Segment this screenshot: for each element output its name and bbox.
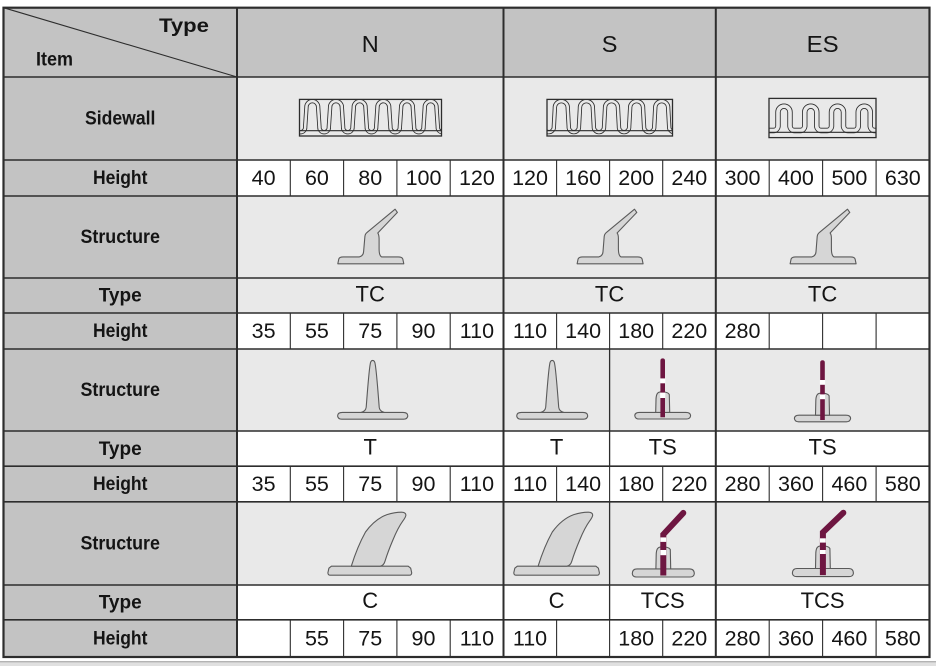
svg-text:110: 110 — [460, 319, 494, 343]
svg-text:220: 220 — [671, 626, 707, 650]
svg-text:Type: Type — [99, 592, 142, 614]
svg-text:ES: ES — [807, 31, 839, 57]
svg-text:110: 110 — [513, 319, 547, 343]
svg-text:75: 75 — [358, 472, 382, 496]
svg-text:580: 580 — [885, 472, 921, 496]
svg-text:Sidewall: Sidewall — [85, 108, 156, 130]
svg-text:110: 110 — [460, 472, 494, 496]
svg-text:100: 100 — [406, 166, 442, 190]
svg-text:Type: Type — [99, 285, 142, 307]
svg-text:Type: Type — [159, 15, 209, 37]
svg-text:TS: TS — [809, 434, 837, 459]
svg-text:N: N — [362, 31, 379, 57]
svg-text:110: 110 — [460, 626, 494, 650]
svg-text:35: 35 — [252, 319, 276, 343]
svg-text:T: T — [363, 434, 376, 459]
svg-text:55: 55 — [305, 319, 329, 343]
svg-text:Height: Height — [93, 628, 148, 650]
svg-text:TC: TC — [356, 281, 385, 306]
svg-text:180: 180 — [618, 472, 654, 496]
svg-text:S: S — [602, 31, 618, 57]
svg-text:90: 90 — [412, 319, 436, 343]
svg-text:Structure: Structure — [80, 533, 160, 555]
svg-text:Structure: Structure — [80, 379, 160, 401]
svg-text:35: 35 — [252, 472, 276, 496]
svg-text:360: 360 — [778, 472, 814, 496]
svg-text:240: 240 — [671, 166, 707, 190]
svg-text:120: 120 — [512, 166, 548, 190]
svg-text:500: 500 — [831, 166, 867, 190]
svg-text:40: 40 — [252, 166, 276, 190]
svg-text:120: 120 — [459, 166, 495, 190]
svg-text:460: 460 — [831, 472, 867, 496]
svg-text:280: 280 — [725, 319, 761, 343]
svg-text:460: 460 — [831, 626, 867, 650]
svg-text:360: 360 — [778, 626, 814, 650]
svg-text:TC: TC — [808, 281, 837, 306]
svg-text:580: 580 — [885, 626, 921, 650]
svg-text:75: 75 — [358, 319, 382, 343]
svg-text:180: 180 — [618, 626, 654, 650]
svg-text:220: 220 — [671, 472, 707, 496]
svg-text:55: 55 — [305, 472, 329, 496]
svg-text:T: T — [550, 434, 563, 459]
svg-text:60: 60 — [305, 166, 329, 190]
svg-text:160: 160 — [565, 166, 601, 190]
svg-text:110: 110 — [513, 626, 547, 650]
svg-text:Type: Type — [99, 438, 142, 460]
svg-text:200: 200 — [618, 166, 654, 190]
svg-text:280: 280 — [725, 626, 761, 650]
svg-text:300: 300 — [725, 166, 761, 190]
svg-text:C: C — [549, 588, 565, 613]
svg-text:TCS: TCS — [801, 588, 845, 613]
svg-text:55: 55 — [305, 626, 329, 650]
svg-text:Height: Height — [93, 473, 148, 495]
svg-text:75: 75 — [358, 626, 382, 650]
svg-text:Height: Height — [93, 167, 148, 189]
svg-text:630: 630 — [885, 166, 921, 190]
svg-text:110: 110 — [513, 472, 547, 496]
svg-text:140: 140 — [565, 319, 601, 343]
svg-text:90: 90 — [412, 472, 436, 496]
svg-text:Height: Height — [93, 320, 148, 342]
svg-text:TC: TC — [595, 281, 624, 306]
svg-text:220: 220 — [671, 319, 707, 343]
svg-text:90: 90 — [412, 626, 436, 650]
svg-text:Structure: Structure — [80, 226, 160, 248]
svg-text:140: 140 — [565, 472, 601, 496]
svg-text:TCS: TCS — [641, 588, 685, 613]
svg-text:280: 280 — [725, 472, 761, 496]
svg-text:C: C — [362, 588, 378, 613]
svg-text:Item: Item — [36, 48, 73, 70]
svg-text:180: 180 — [618, 319, 654, 343]
svg-text:80: 80 — [358, 166, 382, 190]
svg-text:TS: TS — [649, 434, 677, 459]
svg-text:400: 400 — [778, 166, 814, 190]
